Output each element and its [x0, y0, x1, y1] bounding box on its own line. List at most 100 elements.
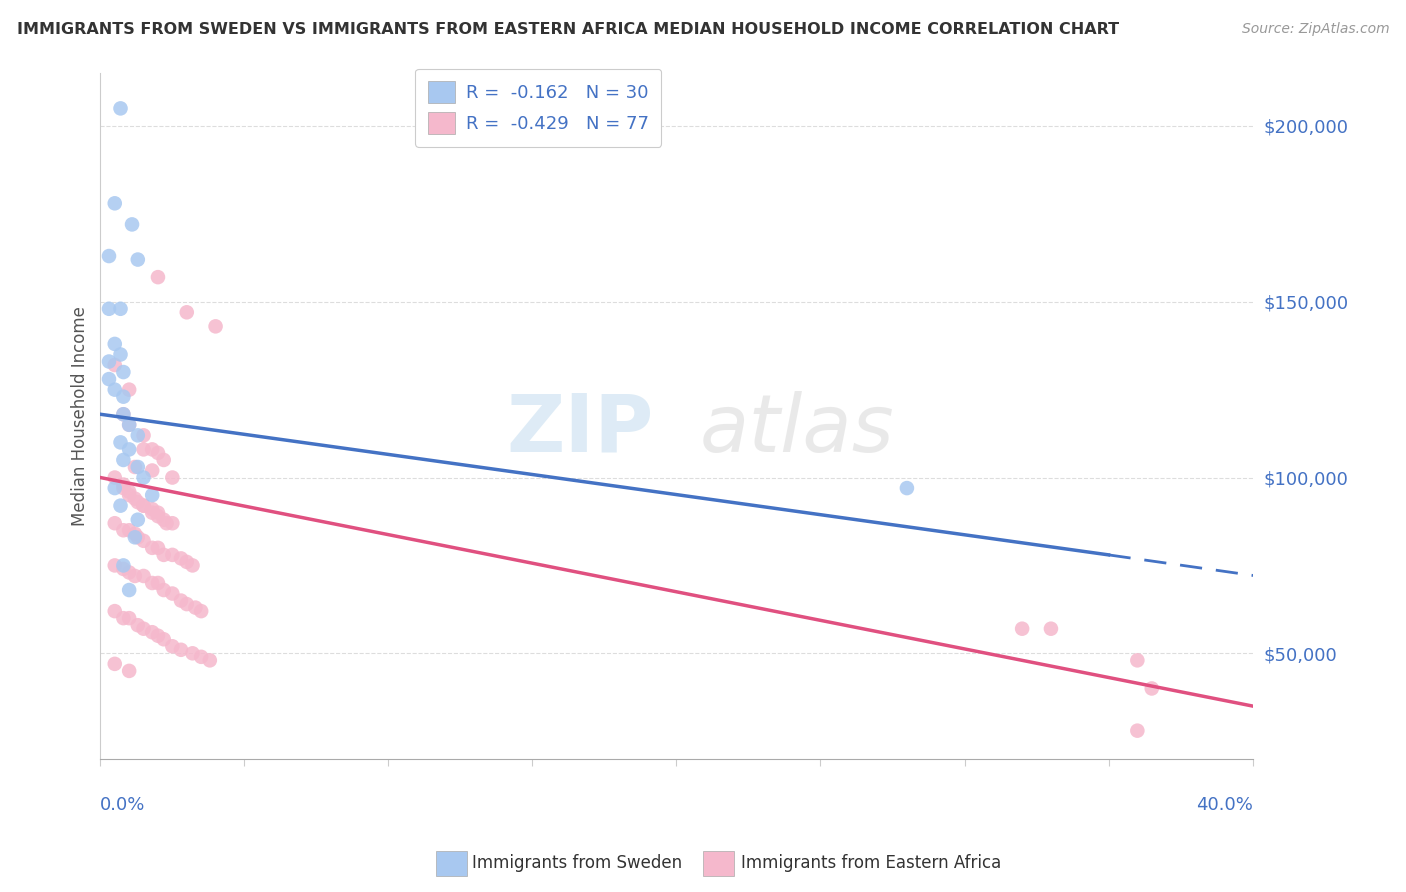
Point: [141, 506, 163, 520]
Point: [162, 548, 184, 562]
Point: [162, 640, 184, 654]
Point: [98, 354, 121, 368]
Point: [162, 470, 184, 484]
Point: [146, 506, 169, 520]
Point: [98, 301, 121, 316]
Point: [112, 562, 135, 576]
Point: [1126, 653, 1149, 667]
Point: [118, 484, 141, 499]
Point: [112, 611, 135, 625]
Point: [110, 102, 132, 116]
Point: [127, 495, 149, 509]
Point: [127, 513, 149, 527]
Point: [110, 347, 132, 361]
Point: [112, 558, 135, 573]
Point: [118, 664, 141, 678]
Point: [112, 453, 135, 467]
Point: [118, 582, 141, 597]
Point: [104, 358, 127, 372]
Point: [104, 337, 127, 351]
Legend: R =  -0.162   N = 30, R =  -0.429   N = 77: R = -0.162 N = 30, R = -0.429 N = 77: [415, 69, 661, 147]
Point: [152, 632, 174, 647]
Point: [132, 533, 155, 548]
Point: [121, 218, 143, 232]
Text: ZIP: ZIP: [506, 391, 654, 468]
Point: [104, 604, 127, 618]
Text: Immigrants from Eastern Africa: Immigrants from Eastern Africa: [741, 855, 1001, 872]
Point: [104, 516, 127, 531]
Point: [176, 555, 198, 569]
Point: [132, 499, 155, 513]
Point: [190, 604, 212, 618]
Point: [110, 499, 132, 513]
Point: [118, 566, 141, 580]
Point: [112, 477, 135, 491]
Point: [170, 593, 193, 607]
Point: [124, 526, 146, 541]
Point: [104, 383, 127, 397]
Point: [118, 417, 141, 432]
Text: IMMIGRANTS FROM SWEDEN VS IMMIGRANTS FROM EASTERN AFRICA MEDIAN HOUSEHOLD INCOME: IMMIGRANTS FROM SWEDEN VS IMMIGRANTS FRO…: [17, 22, 1119, 37]
Point: [132, 569, 155, 583]
Point: [110, 301, 132, 316]
Point: [152, 453, 174, 467]
Point: [198, 653, 221, 667]
Point: [152, 513, 174, 527]
Point: [1011, 622, 1033, 636]
Point: [127, 460, 149, 475]
Point: [118, 383, 141, 397]
Point: [112, 390, 135, 404]
Point: [141, 502, 163, 516]
Point: [181, 558, 204, 573]
Point: [1039, 622, 1062, 636]
Point: [146, 576, 169, 591]
Point: [132, 622, 155, 636]
Point: [104, 470, 127, 484]
Point: [98, 249, 121, 263]
Point: [118, 442, 141, 457]
Y-axis label: Median Household Income: Median Household Income: [72, 306, 89, 526]
Point: [104, 558, 127, 573]
Point: [146, 446, 169, 460]
Point: [112, 481, 135, 495]
Point: [112, 365, 135, 379]
Point: [204, 319, 226, 334]
Point: [118, 523, 141, 537]
Point: [181, 646, 204, 660]
Point: [98, 372, 121, 386]
Point: [170, 642, 193, 657]
Point: [104, 481, 127, 495]
Text: Immigrants from Sweden: Immigrants from Sweden: [472, 855, 682, 872]
Point: [132, 470, 155, 484]
Point: [1126, 723, 1149, 738]
Point: [896, 481, 918, 495]
Point: [124, 491, 146, 506]
Point: [127, 252, 149, 267]
Point: [141, 488, 163, 502]
Point: [132, 428, 155, 442]
Point: [118, 417, 141, 432]
Point: [124, 530, 146, 544]
Text: 40.0%: 40.0%: [1195, 797, 1253, 814]
Point: [141, 541, 163, 555]
Point: [184, 600, 207, 615]
Point: [162, 516, 184, 531]
Point: [112, 407, 135, 421]
Point: [170, 551, 193, 566]
Point: [152, 548, 174, 562]
Point: [155, 516, 177, 531]
Point: [176, 597, 198, 611]
Point: [141, 576, 163, 591]
Point: [152, 582, 174, 597]
Point: [146, 629, 169, 643]
Point: [127, 530, 149, 544]
Point: [146, 541, 169, 555]
Text: atlas: atlas: [700, 391, 894, 468]
Point: [110, 435, 132, 450]
Point: [190, 649, 212, 664]
Point: [146, 509, 169, 524]
Point: [118, 611, 141, 625]
Point: [118, 488, 141, 502]
Point: [176, 305, 198, 319]
Point: [141, 625, 163, 640]
